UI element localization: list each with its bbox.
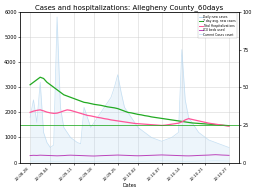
Legend: Daily new cases, 7 day avg. new cases, Total Hospitalizations, ICU beds used, Cu: Daily new cases, 7 day avg. new cases, T… [198,13,238,38]
Title: Cases and hospitalizations: Allegheny County_60days: Cases and hospitalizations: Allegheny Co… [35,4,224,11]
X-axis label: Dates: Dates [122,183,137,188]
